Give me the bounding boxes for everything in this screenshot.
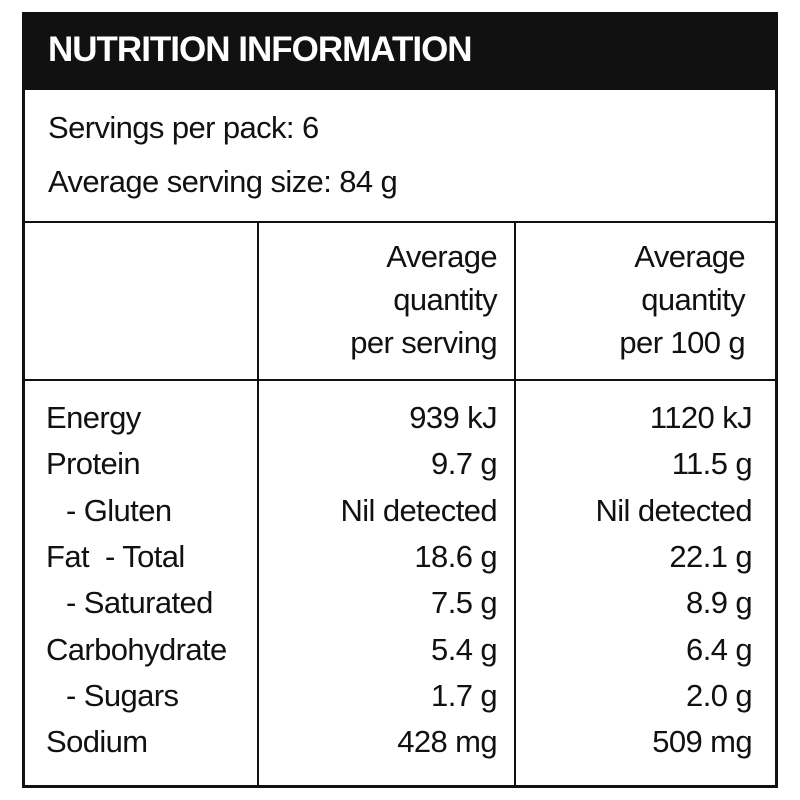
- row-label: - Saturated: [66, 585, 213, 621]
- cell-value: 11.5 g: [671, 446, 753, 482]
- row-label: Energy: [46, 400, 141, 435]
- column-divider: [514, 222, 516, 785]
- servings-line: Servings per pack: 6: [48, 110, 319, 145]
- row-label: - Gluten: [66, 492, 172, 528]
- servings-line: Average serving size: 84 g: [48, 164, 398, 199]
- cell-value: 1120 kJ: [649, 400, 753, 435]
- divider: [22, 221, 778, 223]
- column-header: Average: [386, 239, 497, 274]
- row-label: Sodium: [46, 724, 148, 760]
- cell-value: 2.0 g: [686, 677, 753, 713]
- cell-value: 939 kJ: [409, 400, 497, 435]
- row-label: Fat - Total: [46, 538, 185, 574]
- cell-value: 1.7 g: [431, 677, 498, 713]
- row-label: - Sugars: [66, 677, 179, 713]
- header-bar: [22, 12, 778, 90]
- row-label: Protein: [46, 446, 141, 482]
- cell-value: 7.5 g: [431, 585, 498, 621]
- column-header: quantity: [393, 282, 497, 317]
- title: NUTRITION INFORMATION: [48, 30, 473, 69]
- column-header: per 100 g: [619, 325, 745, 360]
- row-label: Carbohydrate: [46, 631, 227, 667]
- cell-value: Nil detected: [340, 492, 497, 528]
- column-divider: [257, 222, 259, 785]
- column-header: quantity: [641, 282, 745, 317]
- cell-value: 22.1 g: [669, 538, 752, 574]
- divider: [22, 379, 778, 381]
- column-header: Average: [634, 239, 745, 274]
- cell-value: 18.6 g: [414, 538, 497, 574]
- cell-value: 8.9 g: [686, 585, 753, 621]
- column-header: per serving: [350, 325, 497, 360]
- cell-value: 428 mg: [397, 724, 497, 760]
- cell-value: 6.4 g: [686, 631, 753, 667]
- cell-value: 9.7 g: [431, 446, 498, 482]
- cell-value: Nil detected: [595, 492, 752, 528]
- cell-value: 509 mg: [652, 724, 752, 760]
- cell-value: 5.4 g: [431, 631, 498, 667]
